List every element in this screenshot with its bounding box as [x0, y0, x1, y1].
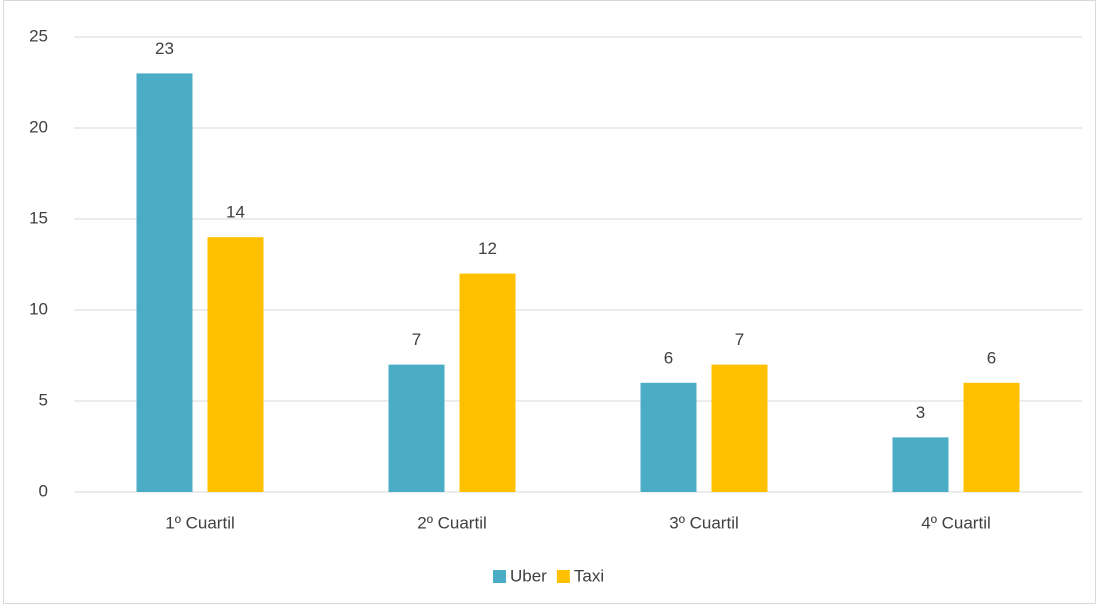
- bar: [459, 273, 516, 492]
- data-label: 6: [987, 348, 996, 367]
- legend-label: Uber: [510, 566, 547, 585]
- bar: [207, 237, 264, 492]
- data-label: 6: [664, 348, 673, 367]
- y-tick-label: 20: [29, 117, 48, 136]
- y-tick-label: 5: [39, 390, 48, 409]
- bar: [136, 73, 193, 493]
- bar: [388, 364, 445, 492]
- data-label: 3: [916, 403, 925, 422]
- data-label: 7: [412, 330, 421, 349]
- legend-swatch: [556, 570, 570, 583]
- y-tick-label: 15: [29, 208, 48, 227]
- bar: [963, 382, 1020, 492]
- y-tick-label: 0: [39, 481, 48, 500]
- x-tick-label: 4º Cuartil: [921, 513, 991, 532]
- data-label: 12: [478, 239, 497, 258]
- bar: [640, 382, 697, 492]
- legend-label: Taxi: [574, 566, 604, 585]
- y-tick-label: 25: [29, 26, 48, 45]
- legend-swatch: [493, 570, 506, 583]
- bar: [892, 437, 949, 492]
- x-tick-label: 3º Cuartil: [669, 513, 739, 532]
- data-label: 7: [735, 330, 744, 349]
- data-label: 14: [226, 203, 245, 222]
- x-tick-label: 2º Cuartil: [417, 513, 487, 532]
- bar: [711, 364, 768, 492]
- x-tick-label: 1º Cuartil: [165, 513, 235, 532]
- y-tick-label: 10: [29, 299, 48, 318]
- data-label: 23: [155, 39, 174, 58]
